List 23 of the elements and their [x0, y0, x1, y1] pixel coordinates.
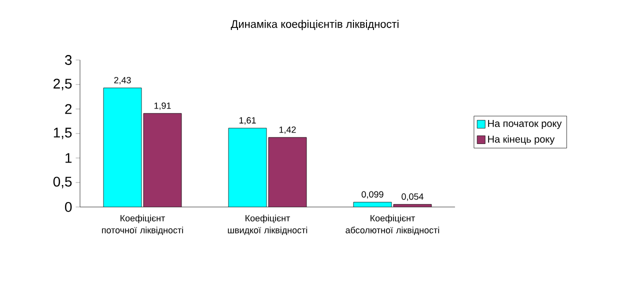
x-tick-label: Коефіцієнт абсолютної ліквідності — [346, 214, 440, 236]
y-tick-label: 1 — [66, 153, 72, 163]
x-tick-label: Коефіцієнт швидкої ліквідності — [228, 214, 308, 236]
y-tick-label: 2 — [65, 104, 72, 114]
y-tick-label: 3 — [65, 55, 72, 65]
x-tick-label: Коефіцієнт поточної ліквідності — [102, 214, 183, 236]
data-label: 1,91 — [154, 102, 171, 110]
bar — [104, 88, 142, 207]
bar — [228, 128, 267, 207]
chart-title: Динаміка коефіцієнтів ліквідності — [230, 20, 398, 30]
bar — [144, 113, 182, 207]
y-tick-label: 1,5 — [54, 128, 72, 140]
y-tick-label: 2,5 — [54, 78, 72, 90]
data-label: 1,42 — [279, 126, 296, 134]
legend-label: На початок року — [488, 120, 562, 129]
legend-label: На кінець року — [488, 135, 555, 145]
y-tick-label: 0,5 — [53, 176, 72, 188]
bar — [268, 137, 307, 207]
data-label: 2,43 — [114, 76, 131, 84]
data-label: 1,61 — [239, 117, 256, 125]
data-label: 0,054 — [402, 193, 424, 201]
data-label: 0,099 — [362, 191, 384, 199]
y-tick-label: 0 — [65, 202, 72, 212]
